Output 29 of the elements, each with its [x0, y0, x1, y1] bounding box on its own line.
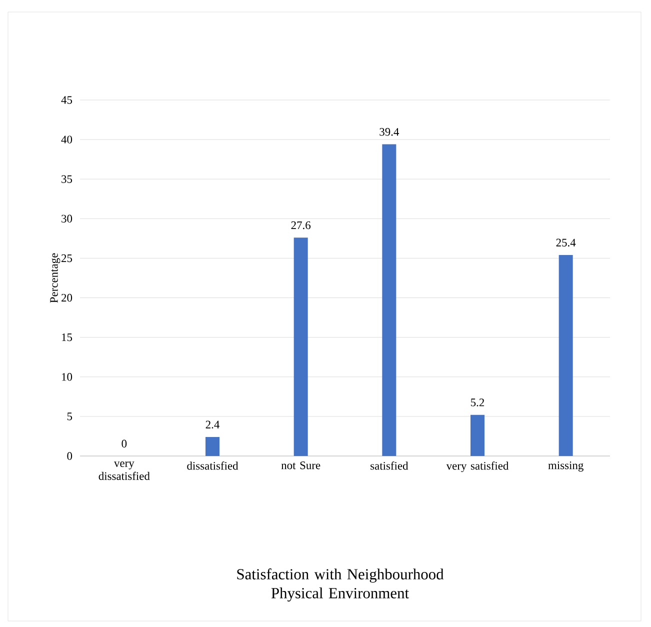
- y-tick-label: 5: [67, 412, 72, 420]
- x-tick-label: not Sure: [281, 462, 320, 470]
- y-tick-label: 45: [61, 96, 72, 104]
- y-tick-label: 0: [67, 452, 72, 460]
- data-label: 39.4: [380, 128, 400, 136]
- y-tick-label: 15: [62, 333, 72, 342]
- data-label: 27.6: [291, 221, 311, 230]
- bar: [558, 255, 573, 456]
- data-label: 25.4: [556, 238, 576, 247]
- data-label: 2.4: [206, 420, 220, 428]
- y-tick-label: 35: [62, 175, 72, 183]
- bar: [470, 414, 485, 456]
- data-label: 0: [122, 440, 127, 448]
- x-tick-label: very dissatisfied: [98, 462, 150, 480]
- bar: [382, 144, 396, 456]
- x-tick-label: very satisfied: [446, 462, 509, 472]
- x-tick-label: dissatisfied: [187, 462, 238, 470]
- y-tick-label: 25: [62, 254, 72, 262]
- bar: [206, 437, 220, 456]
- y-tick-label: 20: [62, 294, 72, 302]
- y-tick-label: 10: [62, 373, 72, 381]
- x-tick-label: missing: [548, 462, 584, 472]
- y-tick-label: 30: [62, 214, 72, 223]
- data-label: 5.2: [471, 398, 484, 406]
- text: Satisfaction with Neighbourhood Physical Environment: [237, 568, 444, 602]
- y-axis-title: Percentage: [50, 253, 60, 303]
- x-tick-label: satisfied: [370, 462, 408, 470]
- bar: [294, 238, 308, 456]
- y-tick-label: 40: [61, 136, 72, 144]
